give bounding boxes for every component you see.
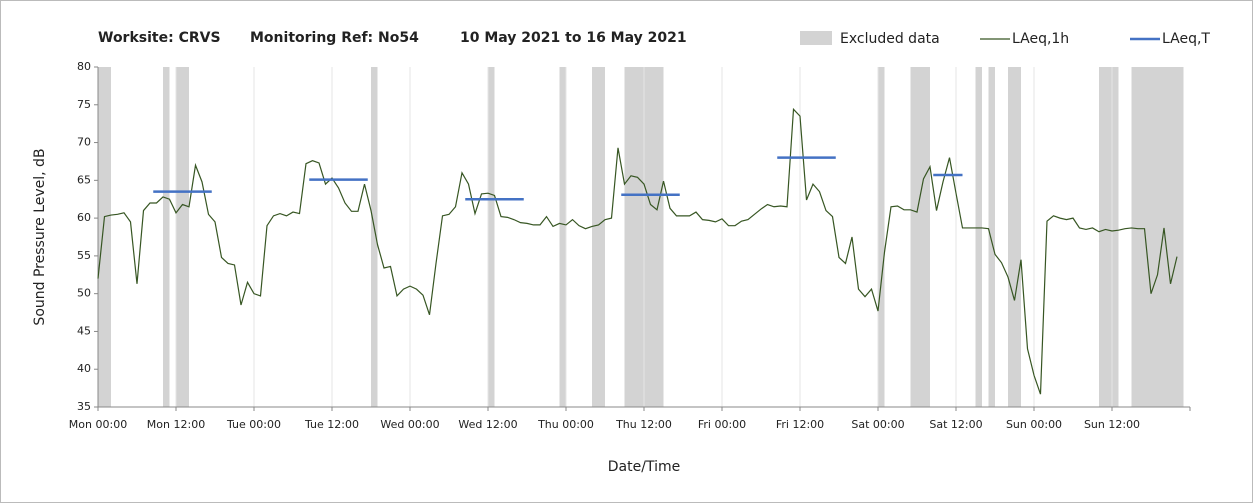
excluded-band [592, 67, 605, 407]
excluded-band [559, 67, 566, 407]
y-tick-label: 75 [77, 98, 91, 111]
legend-label: Excluded data [840, 31, 940, 47]
legend-label: LAeq,T [1162, 31, 1210, 47]
chart-title: 10 May 2021 to 16 May 2021 [460, 30, 687, 46]
x-tick-label: Wed 00:00 [380, 418, 439, 431]
excluded-band [975, 67, 982, 407]
x-tick-label: Sun 12:00 [1084, 418, 1140, 431]
x-tick-label: Mon 12:00 [147, 418, 205, 431]
legend-label: LAeq,1h [1012, 31, 1069, 47]
excluded-band [176, 67, 189, 407]
y-tick-label: 80 [77, 60, 91, 73]
excluded-band [988, 67, 995, 407]
x-tick-label: Fri 12:00 [776, 418, 824, 431]
x-tick-label: Mon 00:00 [69, 418, 127, 431]
x-tick-label: Thu 00:00 [537, 418, 594, 431]
y-tick-label: 60 [77, 211, 91, 224]
chart-title: Worksite: CRVS [98, 30, 221, 46]
y-tick-label: 40 [77, 362, 91, 375]
excluded-band [488, 67, 495, 407]
y-tick-label: 65 [77, 173, 91, 186]
excluded-band [910, 67, 930, 407]
x-tick-label: Thu 12:00 [615, 418, 672, 431]
x-tick-label: Wed 12:00 [458, 418, 517, 431]
excluded-band [878, 67, 885, 407]
excluded-band [1099, 67, 1119, 407]
excluded-band [163, 67, 170, 407]
excluded-band [98, 67, 111, 407]
excluded-band [1131, 67, 1184, 407]
y-tick-label: 70 [77, 136, 91, 149]
data-line [97, 107, 1178, 395]
excluded-band [1008, 67, 1021, 407]
y-tick-label: 50 [77, 287, 91, 300]
excluded-band [371, 67, 378, 407]
y-tick-label: 45 [77, 324, 91, 337]
x-tick-label: Sat 12:00 [929, 418, 982, 431]
x-tick-label: Tue 12:00 [304, 418, 359, 431]
y-tick-label: 55 [77, 249, 91, 262]
x-tick-label: Sat 00:00 [851, 418, 904, 431]
x-axis-title: Date/Time [608, 459, 680, 475]
y-axis-title: Sound Pressure Level, dB [32, 148, 48, 325]
legend-swatch [800, 31, 832, 45]
x-tick-label: Fri 00:00 [698, 418, 746, 431]
y-tick-label: 35 [77, 400, 91, 413]
x-tick-label: Sun 00:00 [1006, 418, 1062, 431]
x-tick-label: Tue 00:00 [226, 418, 281, 431]
chart-title: Monitoring Ref: No54 [250, 30, 419, 46]
